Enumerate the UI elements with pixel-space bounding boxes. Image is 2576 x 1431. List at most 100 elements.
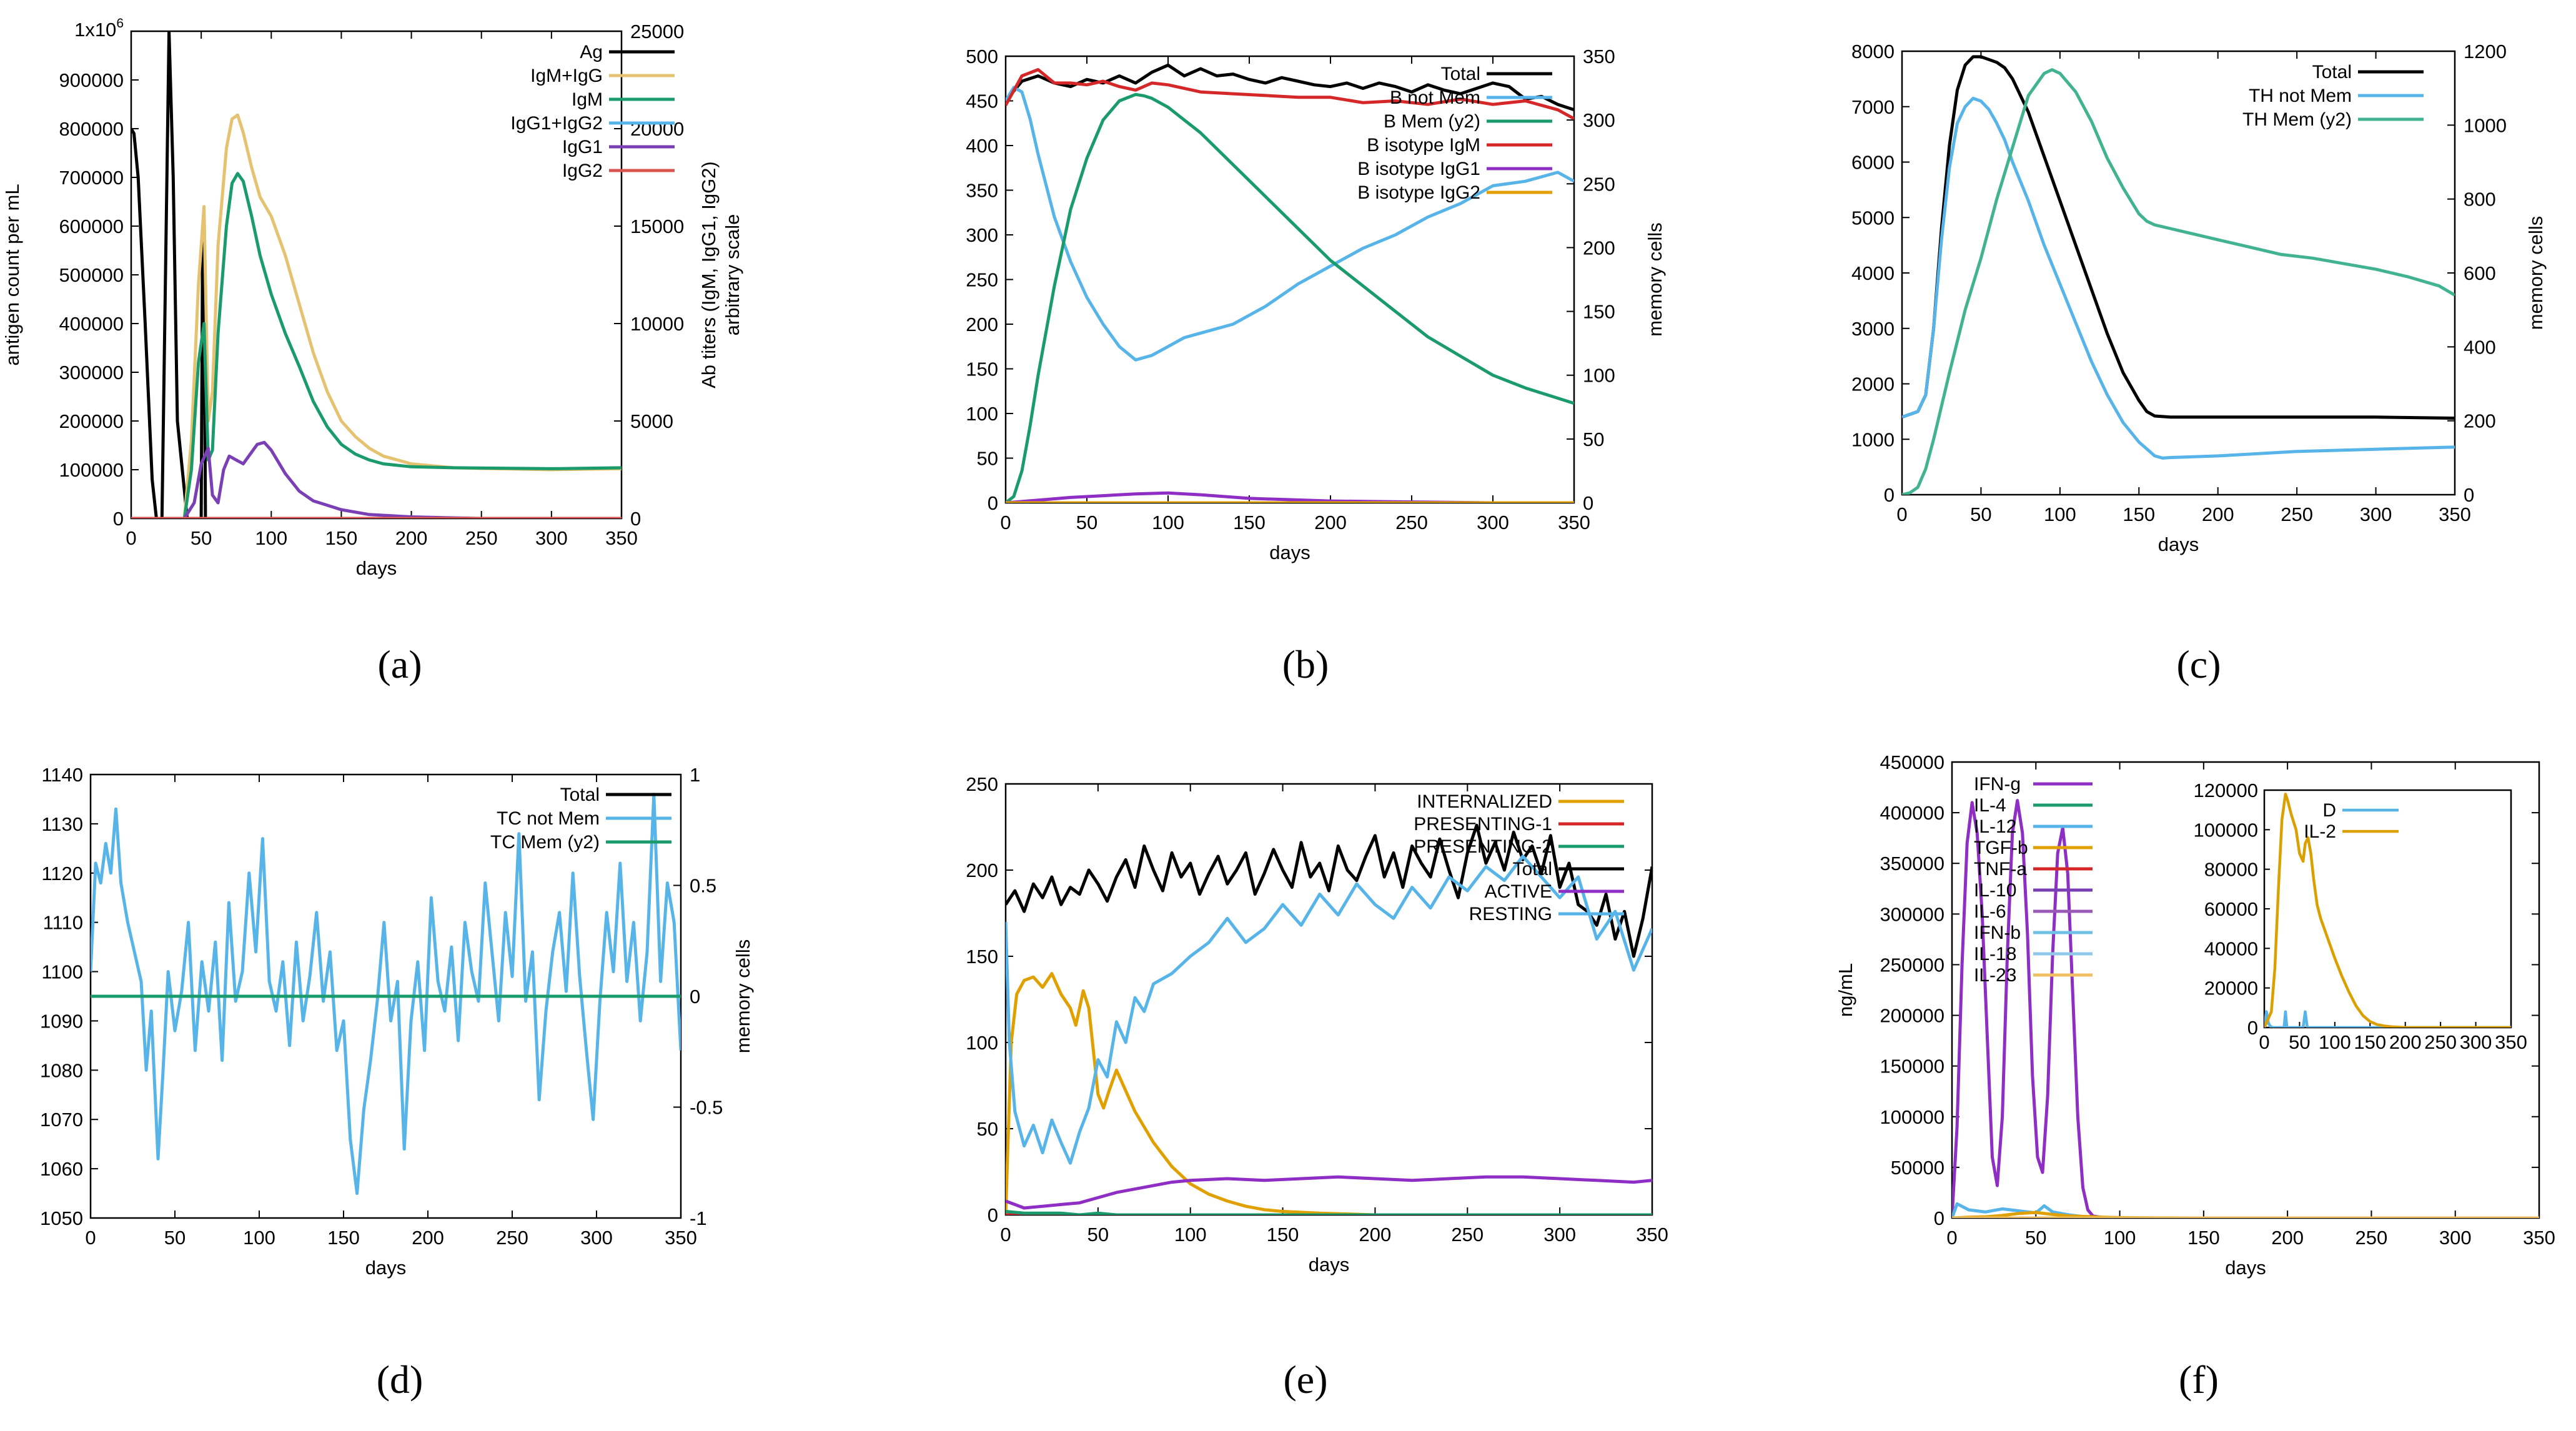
panel-caption: (d) <box>377 1357 424 1402</box>
y-tick-label: 500 <box>966 46 998 67</box>
x-tick-label: 250 <box>496 1227 528 1249</box>
inset-x-tick-label: 250 <box>2424 1031 2457 1053</box>
y-tick-label: 150 <box>966 946 998 968</box>
legend-label: IgM+IgG <box>530 66 603 86</box>
series-group <box>91 793 681 1196</box>
y-tick-label: 1000 <box>1851 428 1895 450</box>
x-tick-label: 350 <box>665 1227 697 1249</box>
y-tick-label: 50 <box>977 448 998 470</box>
x-tick-label: 50 <box>164 1227 186 1249</box>
y-top-exponent: 6 <box>116 16 124 31</box>
y2-tick-label: -0.5 <box>690 1097 723 1119</box>
x-tick-label: 300 <box>1543 1224 1576 1245</box>
y-tick-label: 100000 <box>1880 1106 1944 1128</box>
y-tick-label: 1110 <box>43 912 83 934</box>
y-tick-label: 0 <box>1884 484 1895 506</box>
x-tick-label: 250 <box>2356 1227 2388 1249</box>
inset-y-tick-label: 80000 <box>2204 859 2258 881</box>
panel-caption: (a) <box>377 642 422 686</box>
legend-label: IL-18 <box>1974 944 2016 964</box>
x-tick-label: 50 <box>2025 1227 2046 1249</box>
legend-label: IL-6 <box>1974 901 2006 922</box>
y2-tick-label: 1000 <box>2464 114 2507 136</box>
y-tick-label: 150000 <box>1880 1056 1944 1077</box>
y-tick-label: 5000 <box>1851 207 1895 229</box>
series-line-b-mem-y2- <box>1006 92 1574 503</box>
y-tick-label: 200000 <box>1880 1005 1944 1027</box>
legend-label: Ag <box>580 42 603 62</box>
x-tick-label: 300 <box>1477 512 1509 533</box>
series-line-igg1 <box>131 440 622 518</box>
x-axis-label: days <box>2158 533 2199 555</box>
legend: Total TC not Mem TC Mem (y2) <box>490 785 671 853</box>
x-tick-label: 0 <box>1896 503 1907 525</box>
inset-y-tick-label: 120000 <box>2194 780 2258 801</box>
series-line-th-not-mem <box>1902 96 2455 460</box>
y2-tick-label: 200 <box>1583 237 1615 259</box>
legend-label: IgG1 <box>562 137 603 157</box>
x-tick-label: 150 <box>2187 1227 2220 1249</box>
inset-y-tick-label: 100000 <box>2194 819 2258 841</box>
x-tick-label: 350 <box>2439 503 2471 525</box>
y2-axis-label: arbitrary scale <box>721 214 743 336</box>
inset-x-tick-label: 350 <box>2495 1031 2527 1053</box>
y-tick-label: 1100 <box>41 961 83 983</box>
y-top-tick-label: 1x106 <box>74 16 124 41</box>
panel-caption: (b) <box>1282 642 1329 686</box>
plot-frame <box>1004 55 1575 504</box>
x-tick-label: 200 <box>2271 1227 2304 1249</box>
y2-tick-label: 5000 <box>630 410 673 432</box>
x-tick-label: 200 <box>1359 1224 1392 1245</box>
x-tick-label: 150 <box>1233 512 1266 533</box>
y2-tick-label: 1200 <box>2464 41 2507 62</box>
legend-label: TC not Mem <box>497 808 600 829</box>
y2-tick-label: 20000 <box>630 118 684 140</box>
y-tick-label: 300 <box>966 224 998 246</box>
legend-label: IFN-b <box>1974 923 2021 943</box>
x-axis-label: days <box>356 557 397 579</box>
y-tick-label: 700000 <box>59 167 124 189</box>
series-group <box>131 31 622 518</box>
y2-axis-label: Ab titers (IgM, IgG1, IgG2) <box>698 161 720 389</box>
legend: Total TH not Mem TH Mem (y2) <box>2242 62 2424 130</box>
x-tick-label: 350 <box>1636 1224 1668 1245</box>
x-tick-label: 200 <box>412 1227 444 1249</box>
y-tick-label: 400 <box>966 135 998 157</box>
x-tick-label: 50 <box>1087 1224 1109 1245</box>
series-group <box>1952 799 2539 1218</box>
inset-chart: 0 50 100 150 200 250 300 350 0 20000 40000 60000 800… <box>2194 780 2527 1053</box>
y-tick-label: 1060 <box>40 1158 83 1180</box>
y-tick-label: 2000 <box>1851 374 1895 395</box>
y2-tick-label: 200 <box>2464 410 2496 432</box>
series-group <box>1902 55 2455 495</box>
panel-b: 0 50 100 150 200 250 300 3500501001502002503003… <box>966 46 1666 686</box>
y-tick-label: 350000 <box>1880 853 1944 874</box>
panel-a: 0 50 100 150 200 250 300 3500100000200000300000… <box>1 16 743 686</box>
y2-tick-label: 10000 <box>630 313 684 335</box>
x-tick-label: 50 <box>1076 512 1097 533</box>
x-tick-label: 0 <box>1000 512 1011 533</box>
y2-tick-label: 600 <box>2464 262 2496 284</box>
inset-x-tick-label: 0 <box>2259 1031 2269 1053</box>
y2-tick-label: 400 <box>2464 336 2496 358</box>
x-tick-label: 300 <box>580 1227 613 1249</box>
legend-label: RESTING <box>1469 904 1552 924</box>
inset-x-tick-label: 150 <box>2354 1031 2386 1053</box>
legend-label: Total <box>1513 859 1552 879</box>
inset-x-tick-label: 200 <box>2389 1031 2422 1053</box>
y2-axis-label: memory cells <box>2525 216 2547 330</box>
series-line-total <box>1006 823 1652 958</box>
panel-e: 0 50 100 150 200 250 300 350 0 50 100 150 200 250 days… <box>966 773 1668 1402</box>
y-tick-label: 500000 <box>59 264 124 286</box>
legend-label: TGF-b <box>1974 838 2028 858</box>
panel-caption: (c) <box>2176 642 2221 686</box>
legend-label: Total <box>2312 62 2352 82</box>
legend-label: PRESENTING-2 <box>1414 836 1552 857</box>
series-line-ag <box>131 31 622 518</box>
x-axis-label: days <box>365 1257 406 1279</box>
y-tick-label: 100000 <box>59 459 124 481</box>
series-line-il-12 <box>1952 1202 2539 1218</box>
x-tick-label: 200 <box>395 527 428 549</box>
legend-label: B not Mem <box>1390 87 1480 108</box>
x-tick-label: 250 <box>1451 1224 1484 1245</box>
